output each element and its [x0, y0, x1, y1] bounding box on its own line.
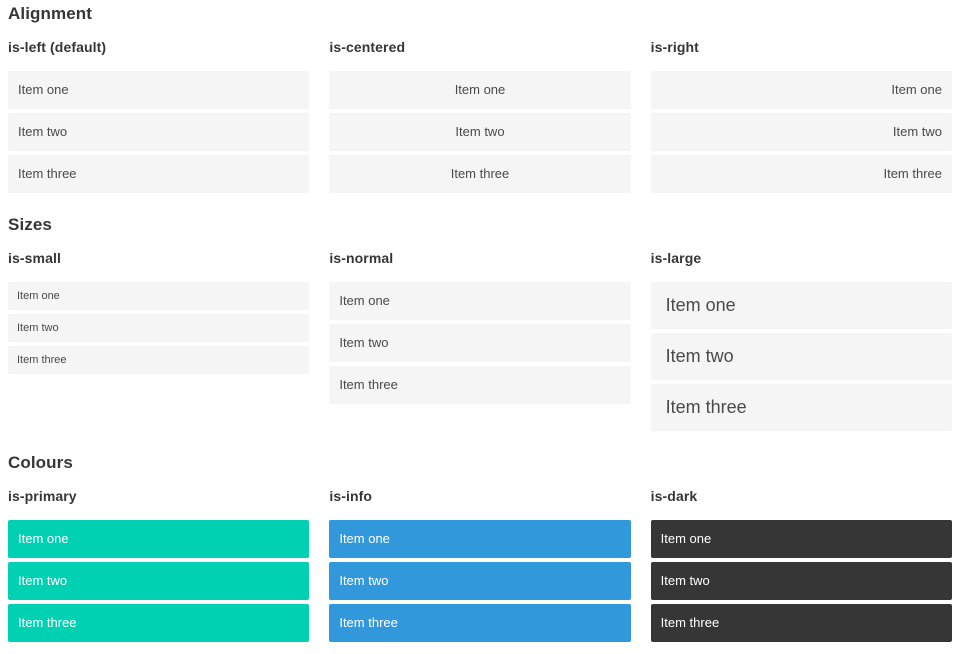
variant-is-normal: is-normal Item one Item two Item three — [329, 250, 631, 408]
list: Item one Item two Item three — [8, 520, 310, 642]
variant-is-small: is-small Item one Item two Item three — [8, 250, 310, 378]
list-item[interactable]: Item one — [650, 520, 952, 558]
variant-is-dark: is-dark Item one Item two Item three — [650, 488, 952, 646]
section-title: Sizes — [8, 215, 52, 234]
list-item[interactable]: Item two — [329, 562, 631, 600]
variant-is-centered: is-centered Item one Item two Item three — [329, 39, 631, 197]
section-title: Alignment — [8, 4, 93, 23]
list: Item one Item two Item three — [329, 71, 631, 193]
list-item[interactable]: Item two — [8, 314, 310, 342]
list-item[interactable]: Item two — [329, 113, 631, 151]
list-item[interactable]: Item one — [8, 282, 310, 310]
columns: is-small Item one Item two Item three is… — [8, 251, 952, 435]
columns: is-left (default) Item one Item two Item… — [8, 40, 952, 197]
section-alignment: Alignment is-left (default) Item one Ite… — [8, 5, 952, 197]
variant-title: is-centered — [329, 39, 406, 55]
variant-title: is-right — [650, 39, 699, 55]
list-item[interactable]: Item three — [329, 366, 631, 404]
list-item[interactable]: Item three — [650, 384, 952, 431]
list: Item one Item two Item three — [650, 71, 952, 193]
columns: is-primary Item one Item two Item three … — [8, 489, 952, 646]
variant-title: is-primary — [8, 488, 77, 504]
list-item[interactable]: Item one — [329, 71, 631, 109]
section-sizes: Sizes is-small Item one Item two Item th… — [8, 216, 952, 435]
list-item[interactable]: Item one — [8, 71, 310, 109]
list-item[interactable]: Item three — [8, 155, 310, 193]
list-item[interactable]: Item one — [650, 71, 952, 109]
list-item[interactable]: Item three — [8, 346, 310, 374]
list-item[interactable]: Item three — [329, 155, 631, 193]
variant-title: is-dark — [650, 488, 698, 504]
variant-is-left: is-left (default) Item one Item two Item… — [8, 39, 310, 197]
list-item[interactable]: Item two — [650, 333, 952, 380]
list-item[interactable]: Item one — [329, 282, 631, 320]
list-item[interactable]: Item one — [8, 520, 310, 558]
variant-title: is-info — [329, 488, 373, 504]
list-item[interactable]: Item two — [329, 324, 631, 362]
variant-is-primary: is-primary Item one Item two Item three — [8, 488, 310, 646]
list: Item one Item two Item three — [329, 282, 631, 404]
list-item[interactable]: Item two — [650, 113, 952, 151]
variant-is-info: is-info Item one Item two Item three — [329, 488, 631, 646]
list: Item one Item two Item three — [8, 71, 310, 193]
list-item[interactable]: Item three — [329, 604, 631, 642]
variant-title: is-left (default) — [8, 39, 107, 55]
list-item[interactable]: Item one — [650, 282, 952, 329]
list: Item one Item two Item three — [8, 282, 310, 374]
variant-is-right: is-right Item one Item two Item three — [650, 39, 952, 197]
variant-is-large: is-large Item one Item two Item three — [650, 250, 952, 435]
variant-title: is-small — [8, 250, 61, 266]
list-item[interactable]: Item three — [650, 604, 952, 642]
list-item[interactable]: Item one — [329, 520, 631, 558]
variant-title: is-normal — [329, 250, 394, 266]
list: Item one Item two Item three — [650, 282, 952, 431]
list-item[interactable]: Item three — [650, 155, 952, 193]
list: Item one Item two Item three — [329, 520, 631, 642]
list-item[interactable]: Item two — [650, 562, 952, 600]
list-item[interactable]: Item three — [8, 604, 310, 642]
list: Item one Item two Item three — [650, 520, 952, 642]
list-item[interactable]: Item two — [8, 113, 310, 151]
variant-title: is-large — [650, 250, 702, 266]
section-colours: Colours is-primary Item one Item two Ite… — [8, 454, 952, 646]
list-item[interactable]: Item two — [8, 562, 310, 600]
section-title: Colours — [8, 453, 73, 472]
